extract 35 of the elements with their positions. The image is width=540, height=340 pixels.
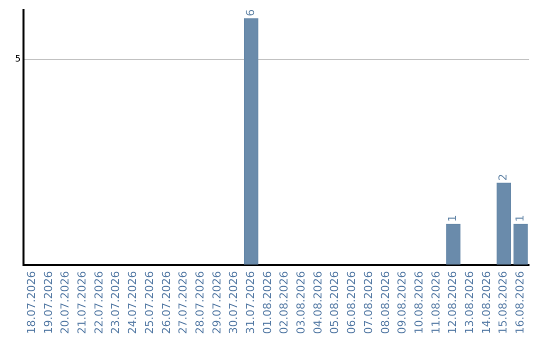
data-label: 1 — [446, 214, 460, 222]
x-tick-label: 14.08.2026 — [480, 271, 493, 334]
x-tick-label: 18.07.2026 — [25, 271, 38, 334]
x-tick-label: 22.07.2026 — [92, 271, 106, 334]
x-tick-label: 12.08.2026 — [446, 271, 460, 334]
x-tick-label: 15.08.2026 — [496, 271, 510, 334]
data-label: 6 — [244, 9, 257, 16]
x-tick-label: 08.08.2026 — [378, 271, 392, 334]
x-tick-label: 21.07.2026 — [76, 271, 89, 334]
x-tick-label: 16.08.2026 — [514, 271, 527, 334]
x-tick-label: 13.08.2026 — [462, 271, 476, 334]
data-label: 1 — [514, 214, 527, 222]
x-tick-label: 07.08.2026 — [362, 271, 375, 334]
data-label: 2 — [496, 174, 510, 181]
x-tick-label: 31.07.2026 — [244, 271, 257, 334]
x-tick-label: 29.07.2026 — [210, 271, 224, 334]
x-tick-label: 11.08.2026 — [429, 271, 442, 334]
y-tick-label: 5 — [14, 54, 21, 65]
x-tick-label: 30.07.2026 — [227, 271, 240, 334]
x-tick-label: 23.07.2026 — [109, 271, 122, 334]
x-tick-label: 24.07.2026 — [126, 271, 140, 334]
x-tick-label: 05.08.2026 — [328, 271, 342, 334]
x-tick-label: 01.08.2026 — [260, 271, 274, 334]
x-tick-label: 19.07.2026 — [42, 271, 55, 334]
x-tick-label: 03.08.2026 — [294, 271, 308, 334]
x-tick-label: 02.08.2026 — [278, 271, 291, 334]
x-tick-label: 09.08.2026 — [396, 271, 409, 334]
x-tick-label: 27.07.2026 — [176, 271, 190, 334]
x-tick-label: 04.08.2026 — [311, 271, 324, 334]
x-tick-label: 26.07.2026 — [160, 271, 173, 334]
x-tick-label: 20.07.2026 — [58, 271, 72, 334]
x-tick-label: 28.07.2026 — [193, 271, 206, 334]
x-tick-label: 06.08.2026 — [345, 271, 358, 334]
x-tick-label: 25.07.2026 — [142, 271, 156, 334]
x-tick-label: 10.08.2026 — [412, 271, 426, 334]
